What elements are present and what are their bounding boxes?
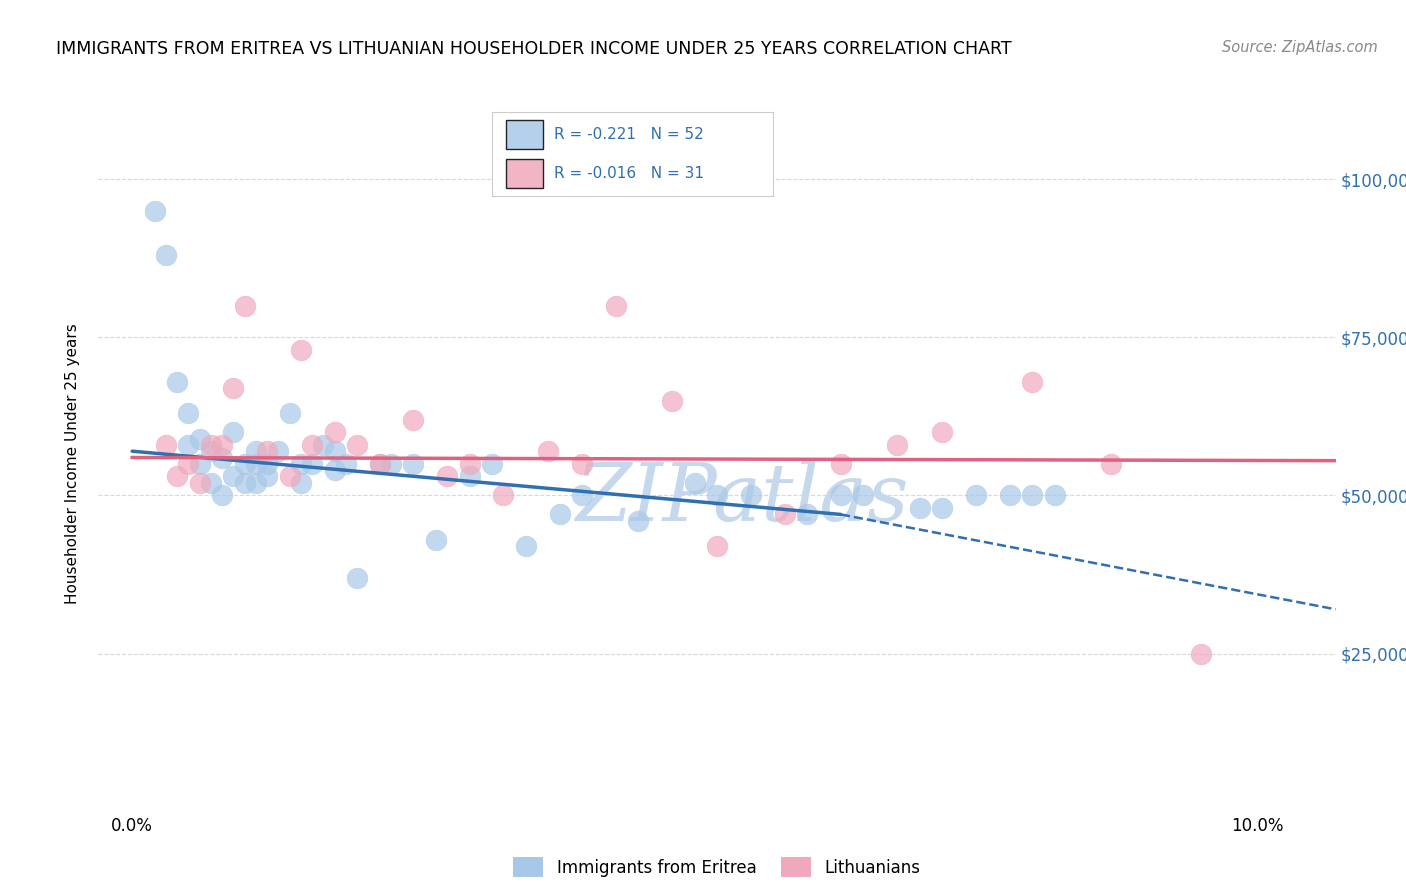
Point — [278, 469, 301, 483]
Point — [323, 444, 346, 458]
Point — [436, 469, 458, 483]
Point — [908, 501, 931, 516]
FancyBboxPatch shape — [506, 120, 543, 149]
Point — [515, 539, 537, 553]
Point — [188, 432, 211, 446]
Point — [773, 508, 796, 522]
Point — [346, 438, 368, 452]
Point — [605, 299, 627, 313]
Point — [402, 457, 425, 471]
Point — [796, 508, 818, 522]
Point — [290, 457, 312, 471]
Point — [683, 475, 706, 490]
Point — [571, 488, 593, 502]
Point — [155, 438, 177, 452]
Point — [425, 533, 447, 547]
Point — [346, 571, 368, 585]
Point — [211, 488, 233, 502]
Y-axis label: Householder Income Under 25 years: Householder Income Under 25 years — [65, 324, 80, 604]
Point — [740, 488, 762, 502]
Point — [1099, 457, 1122, 471]
Point — [537, 444, 560, 458]
Point — [481, 457, 503, 471]
Point — [267, 444, 290, 458]
Point — [830, 457, 852, 471]
Text: ZIPatlas: ZIPatlas — [575, 460, 908, 537]
Point — [1189, 647, 1212, 661]
Point — [290, 343, 312, 357]
Point — [458, 469, 481, 483]
Point — [931, 501, 953, 516]
Point — [886, 438, 908, 452]
Point — [200, 475, 222, 490]
Point — [627, 514, 650, 528]
Point — [830, 488, 852, 502]
Point — [177, 406, 200, 420]
Point — [188, 457, 211, 471]
Point — [852, 488, 875, 502]
Point — [155, 248, 177, 262]
Point — [211, 450, 233, 465]
Point — [188, 475, 211, 490]
Point — [323, 463, 346, 477]
Point — [931, 425, 953, 440]
Text: R = -0.016   N = 31: R = -0.016 N = 31 — [554, 166, 704, 181]
Point — [380, 457, 402, 471]
Point — [290, 475, 312, 490]
Point — [245, 475, 267, 490]
Point — [661, 393, 683, 408]
Point — [492, 488, 515, 502]
Point — [965, 488, 987, 502]
Point — [200, 438, 222, 452]
Point — [256, 469, 278, 483]
Point — [706, 539, 728, 553]
Point — [706, 488, 728, 502]
Point — [166, 469, 188, 483]
Point — [548, 508, 571, 522]
Point — [222, 469, 245, 483]
Point — [211, 438, 233, 452]
Point — [233, 299, 256, 313]
Point — [222, 425, 245, 440]
Point — [222, 381, 245, 395]
Point — [233, 457, 256, 471]
Point — [368, 457, 391, 471]
Text: IMMIGRANTS FROM ERITREA VS LITHUANIAN HOUSEHOLDER INCOME UNDER 25 YEARS CORRELAT: IMMIGRANTS FROM ERITREA VS LITHUANIAN HO… — [56, 40, 1012, 58]
Point — [233, 475, 256, 490]
Point — [177, 457, 200, 471]
Point — [143, 203, 166, 218]
Point — [458, 457, 481, 471]
Text: R = -0.221   N = 52: R = -0.221 N = 52 — [554, 127, 704, 142]
Point — [1043, 488, 1066, 502]
Point — [177, 438, 200, 452]
Point — [1021, 375, 1043, 389]
Point — [1021, 488, 1043, 502]
Text: Source: ZipAtlas.com: Source: ZipAtlas.com — [1222, 40, 1378, 55]
Point — [166, 375, 188, 389]
Point — [571, 457, 593, 471]
Point — [323, 425, 346, 440]
Point — [368, 457, 391, 471]
Point — [256, 457, 278, 471]
Point — [278, 406, 301, 420]
Point — [301, 438, 323, 452]
Point — [998, 488, 1021, 502]
Point — [335, 457, 357, 471]
Point — [402, 412, 425, 426]
Legend: Immigrants from Eritrea, Lithuanians: Immigrants from Eritrea, Lithuanians — [506, 851, 928, 883]
Point — [245, 457, 267, 471]
Point — [256, 444, 278, 458]
FancyBboxPatch shape — [506, 159, 543, 188]
Point — [245, 444, 267, 458]
Point — [301, 457, 323, 471]
Point — [200, 444, 222, 458]
Point — [312, 438, 335, 452]
